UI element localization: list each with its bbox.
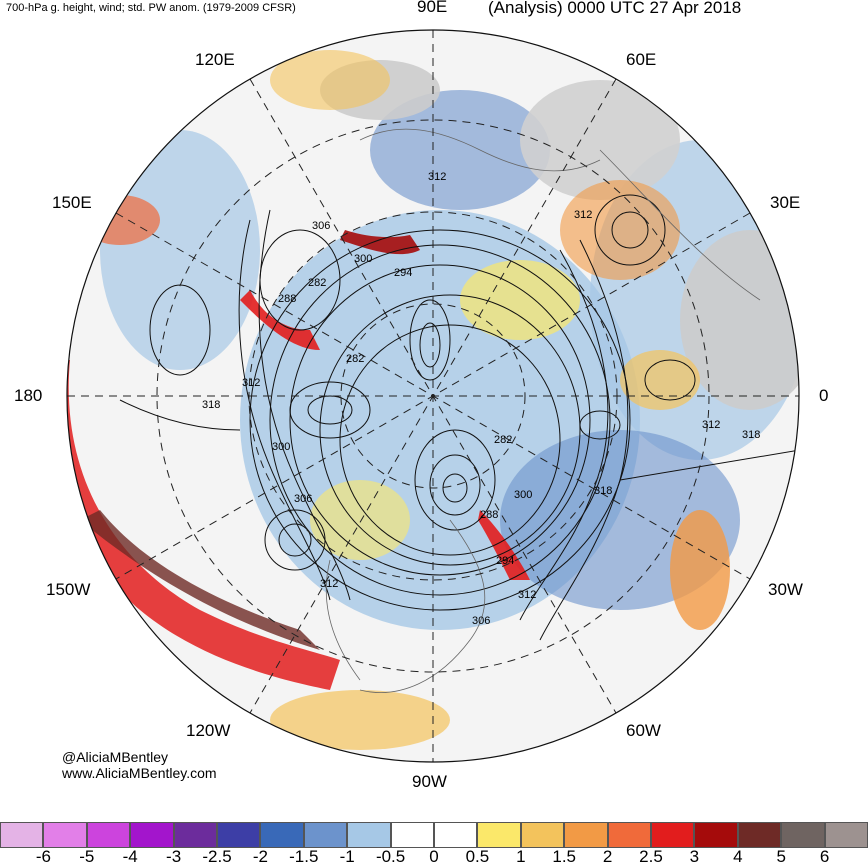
colorbar-swatch (130, 822, 174, 848)
colorbar-tick-label: -1 (339, 847, 355, 866)
colorbar-tick-label: 3 (689, 847, 700, 866)
contour-label: 312 (428, 171, 446, 183)
lon-label-120w: 120W (186, 721, 231, 740)
lon-label-180: 180 (14, 386, 43, 405)
contour-label: 306 (294, 493, 312, 505)
colorbar-swatch (260, 822, 304, 848)
colorbar-swatch (303, 822, 348, 848)
lon-label-30w: 30W (768, 580, 803, 599)
map-boundary (66, 29, 800, 763)
colorbar-swatch (217, 822, 261, 848)
pw-anomaly-map: 312 312 306 300 294 282 288 282 312 318 … (66, 29, 800, 763)
map-left-title: 700-hPa g. height, wind; std. PW anom. (… (6, 2, 296, 14)
colorbar-swatch (434, 822, 478, 848)
colorbar-tick-label: -5 (79, 847, 95, 866)
contour-label: 282 (308, 277, 326, 289)
contour-label: 306 (472, 615, 490, 627)
atmospheric-river-pacific (67, 360, 340, 690)
colorbar-tick-label: -1.5 (289, 847, 319, 866)
colorbar-tick-label: -3 (166, 847, 182, 866)
height-contours (119, 194, 799, 641)
contour-label: 282 (494, 434, 512, 446)
colorbar-swatch (0, 822, 44, 848)
contour-label: 282 (346, 353, 364, 365)
contour-label: 312 (574, 209, 592, 221)
land-mask (520, 80, 680, 200)
contour-label: 318 (594, 485, 612, 497)
contour-label: 312 (518, 589, 536, 601)
lon-label-120e: 120E (195, 50, 235, 69)
graticule (67, 30, 799, 762)
colorbar-tick-label: 0.5 (465, 847, 490, 866)
colorbar-tick-label: -6 (35, 847, 51, 866)
lon-label-60w: 60W (626, 721, 661, 740)
colorbar-swatch (564, 822, 608, 848)
credit-handle: @AliciaMBentley (62, 749, 169, 765)
colorbar-tick-label: 2 (602, 847, 613, 866)
colorbar-swatch (520, 822, 565, 848)
colorbar-swatch (347, 822, 391, 848)
map-right-title: (Analysis) 0000 UTC 27 Apr 2018 (488, 0, 742, 17)
contour-label: 288 (278, 293, 296, 305)
lon-label-150e: 150E (52, 193, 92, 212)
colorbar-swatch (390, 822, 434, 848)
lon-label-90e: 90E (417, 0, 448, 16)
colorbar-tick-label: 1.5 (552, 847, 577, 866)
contour-label: 288 (480, 509, 498, 521)
colorbar-tick-label: -2 (252, 847, 268, 866)
colorbar-swatch (477, 822, 521, 848)
contour-label: 300 (514, 489, 532, 501)
colorbar-swatch (43, 822, 87, 848)
colorbar-swatch (173, 822, 217, 848)
colorbar-tick-label: -0.5 (375, 847, 406, 866)
colorbar-tick-label: 1 (516, 847, 526, 866)
contour-label-group: 312 312 306 300 294 282 288 282 312 318 … (202, 171, 760, 627)
colorbar-swatch (607, 822, 651, 848)
colorbar-swatch (824, 822, 868, 848)
contour-label: 312 (702, 419, 720, 431)
colorbar-tick-label: 0 (429, 847, 439, 866)
lon-label-90w: 90W (412, 772, 447, 791)
contour-label: 312 (242, 377, 260, 389)
colorbar-tick-label: 4 (733, 847, 743, 866)
credit-website: www.AliciaMBentley.com (62, 765, 217, 781)
colorbar-tick-label: 6 (819, 847, 830, 866)
contour-label: 318 (742, 429, 760, 441)
colorbar-swatch (737, 822, 782, 848)
contour-label: 318 (202, 399, 220, 411)
colorbar-swatch (651, 822, 695, 848)
colorbar-tick-label: -2.5 (202, 847, 232, 866)
contour-label: 294 (496, 555, 514, 567)
colorbar-swatch (86, 822, 131, 848)
contour-label: 312 (320, 578, 338, 590)
lon-label-60e: 60E (626, 50, 657, 69)
lon-label-150w: 150W (46, 580, 91, 599)
lon-label-30e: 30E (770, 193, 801, 212)
contour-label: 300 (354, 253, 372, 265)
colorbar-tick-label: 5 (776, 847, 786, 866)
contour-label: 306 (312, 220, 330, 232)
colorbar-tick-label: -4 (122, 847, 138, 866)
colorbar-tick-label: 2.5 (639, 847, 663, 866)
colorbar-swatch (781, 822, 825, 848)
contour-label: 294 (394, 267, 412, 279)
colorbar-swatch (694, 822, 738, 848)
lon-label-0: 0 (819, 386, 829, 405)
contour-label: 300 (272, 441, 290, 453)
